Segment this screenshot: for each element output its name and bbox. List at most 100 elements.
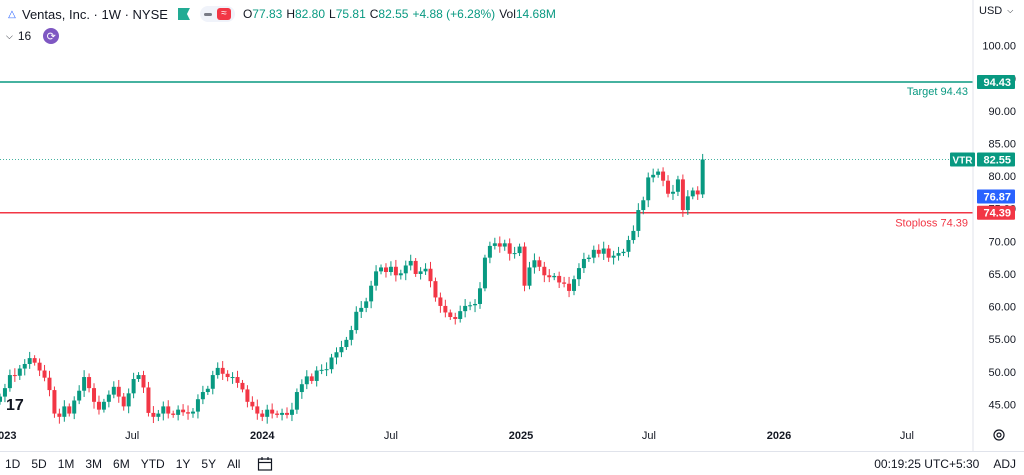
candle bbox=[453, 312, 458, 325]
candle bbox=[245, 385, 250, 408]
candle-body bbox=[383, 267, 388, 273]
candle bbox=[190, 408, 195, 418]
currency-selector[interactable]: USD ⌵ bbox=[979, 5, 1013, 17]
candle-body bbox=[235, 377, 240, 383]
candle-body bbox=[477, 288, 482, 304]
price-tick-label: 100.00 bbox=[982, 41, 1016, 53]
period-button-ytd[interactable]: YTD bbox=[140, 456, 165, 471]
candle-body bbox=[413, 260, 418, 274]
candle-body bbox=[181, 409, 186, 413]
candle bbox=[215, 362, 220, 379]
series-toggle[interactable]: ≈ bbox=[199, 6, 235, 22]
period-button-3m[interactable]: 3M bbox=[85, 456, 103, 471]
clock-time[interactable]: 00:19:25 UTC+5:30 bbox=[874, 457, 980, 471]
candle bbox=[151, 406, 156, 424]
settings-gear-icon[interactable] bbox=[992, 428, 1006, 442]
candle-body bbox=[87, 377, 92, 389]
candle-body bbox=[190, 411, 195, 414]
candle-body bbox=[82, 377, 87, 391]
candle bbox=[0, 393, 2, 405]
indicators-toggle[interactable]: ⌵ 16 bbox=[6, 29, 31, 43]
period-button-1y[interactable]: 1Y bbox=[175, 456, 191, 471]
candle bbox=[205, 385, 210, 395]
candle-body bbox=[77, 390, 82, 401]
candle-body bbox=[304, 376, 309, 385]
candle-body bbox=[42, 370, 47, 378]
candle bbox=[646, 172, 651, 208]
candle bbox=[517, 243, 522, 257]
candle-body bbox=[641, 200, 646, 211]
period-button-6m[interactable]: 6M bbox=[113, 456, 130, 471]
candle-body bbox=[106, 394, 111, 402]
chevron-down-icon: ⌵ bbox=[6, 30, 13, 41]
candle bbox=[27, 351, 32, 369]
candle-body bbox=[369, 285, 374, 302]
candle-body bbox=[606, 248, 611, 258]
candle-body bbox=[388, 266, 393, 273]
symbol-title[interactable]: Ventas, Inc. · 1W · NYSE bbox=[22, 6, 168, 22]
candle bbox=[166, 400, 171, 419]
candle bbox=[210, 370, 215, 395]
candle bbox=[398, 269, 403, 280]
candle bbox=[591, 245, 596, 264]
stoploss-label: Stoploss 74.39 bbox=[895, 218, 968, 230]
candle bbox=[379, 264, 384, 275]
candle-body bbox=[146, 387, 151, 413]
candle-body bbox=[473, 303, 478, 306]
calendar-icon[interactable] bbox=[257, 456, 273, 472]
sync-icon[interactable]: ⟳ bbox=[43, 28, 60, 44]
period-button-5d[interactable]: 5D bbox=[31, 456, 47, 471]
price-axis[interactable]: 45.0050.0055.0060.0065.0070.0075.0080.00… bbox=[950, 0, 1016, 452]
candle bbox=[285, 407, 290, 419]
candle-body bbox=[2, 388, 7, 397]
period-button-1d[interactable]: 1D bbox=[5, 456, 21, 471]
candle bbox=[581, 252, 586, 273]
price-tick-label: 85.00 bbox=[988, 139, 1016, 151]
candle-body bbox=[176, 409, 181, 415]
period-button-1m[interactable]: 1M bbox=[57, 456, 75, 471]
time-tick-label: 2025 bbox=[509, 430, 533, 442]
price-tick-label: 90.00 bbox=[988, 106, 1016, 118]
candle bbox=[42, 364, 47, 382]
candle bbox=[641, 196, 646, 215]
candle bbox=[606, 244, 611, 262]
candle bbox=[438, 292, 443, 313]
candle-body bbox=[374, 271, 379, 286]
candle bbox=[364, 297, 369, 313]
candle bbox=[423, 263, 428, 275]
candle-body bbox=[349, 330, 354, 340]
candle-body bbox=[393, 266, 398, 276]
candle bbox=[32, 355, 37, 366]
candle bbox=[220, 361, 225, 380]
candle bbox=[309, 373, 314, 384]
price-tick-label: 60.00 bbox=[988, 302, 1016, 314]
candle bbox=[176, 405, 181, 421]
candle-body bbox=[651, 174, 656, 178]
candle bbox=[87, 373, 92, 393]
candle bbox=[230, 372, 235, 384]
candle-body bbox=[67, 406, 72, 414]
flag-icon[interactable] bbox=[177, 8, 190, 20]
candle bbox=[661, 167, 666, 187]
candle-body bbox=[96, 401, 101, 410]
candle-body bbox=[47, 377, 52, 391]
candle-body bbox=[161, 406, 166, 414]
period-button-all[interactable]: All bbox=[227, 456, 241, 471]
target-axis-badge-bg bbox=[977, 74, 1015, 89]
adj-toggle[interactable]: ADJ bbox=[993, 457, 1016, 471]
candle-body bbox=[171, 413, 176, 415]
candle bbox=[324, 362, 329, 377]
candle bbox=[339, 340, 344, 358]
candle-body bbox=[17, 368, 22, 376]
candle bbox=[171, 410, 176, 418]
candle bbox=[369, 280, 374, 309]
time-tick-label: 2026 bbox=[767, 430, 791, 442]
period-button-5y[interactable]: 5Y bbox=[201, 456, 217, 471]
indicator-row: ⌵ 16 ⟳ bbox=[6, 28, 60, 44]
bottom-right-info: 00:19:25 UTC+5:30 ADJ bbox=[874, 457, 1016, 471]
candle bbox=[275, 410, 280, 418]
candle bbox=[596, 244, 601, 258]
candle bbox=[512, 246, 517, 259]
candle bbox=[433, 277, 438, 302]
